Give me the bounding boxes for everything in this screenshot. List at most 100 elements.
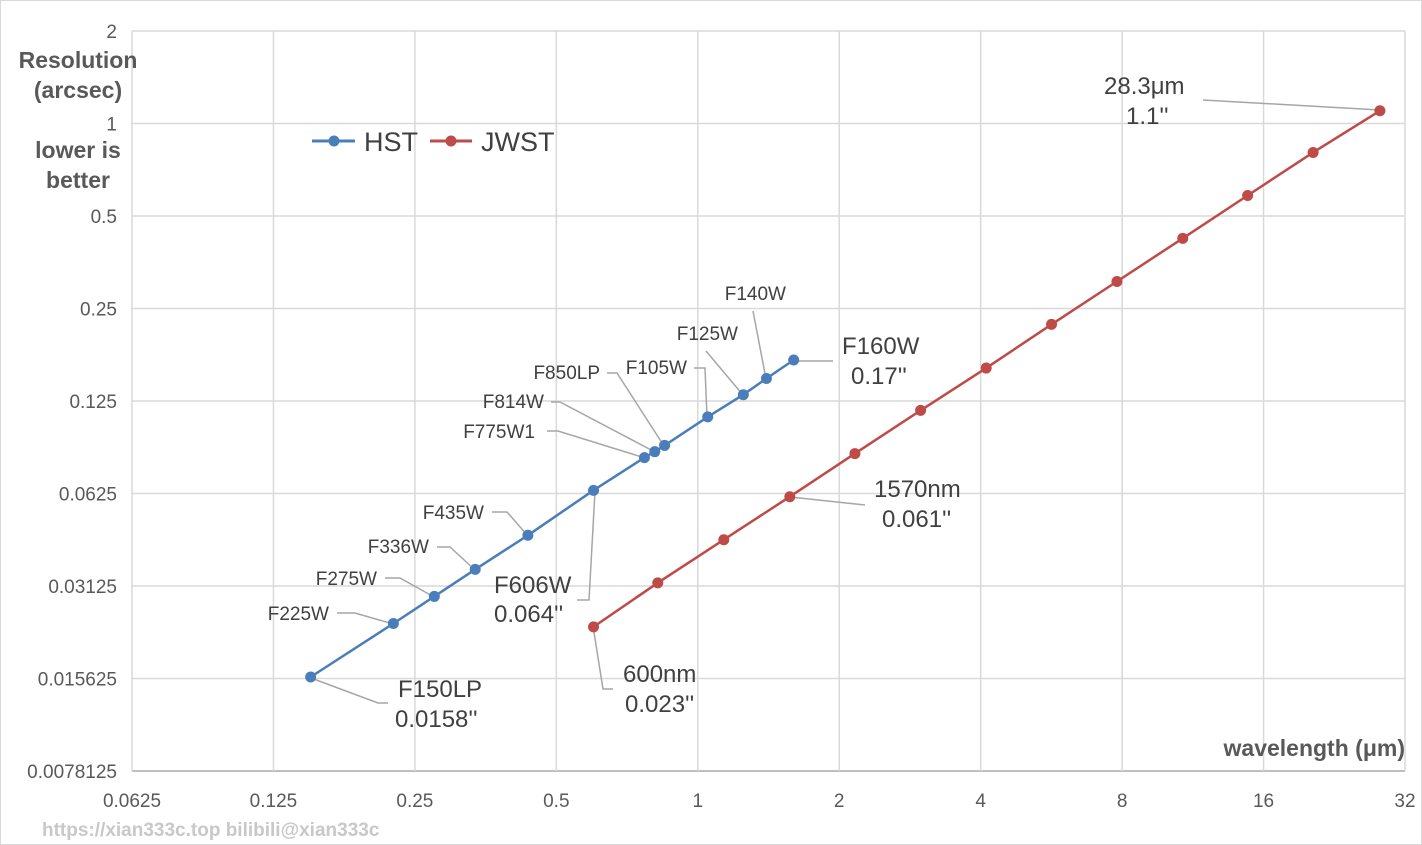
y-axis-note-line1: lower is [35, 137, 121, 163]
data-label: F160W [842, 333, 920, 360]
data-label: 1.1'' [1126, 103, 1169, 130]
data-point-hst[interactable] [387, 617, 399, 629]
data-label: 0.17'' [851, 363, 907, 390]
data-label: F850LP [533, 363, 600, 384]
leader-line [607, 372, 665, 447]
y-tick-label: 1 [106, 115, 117, 136]
x-tick-label: 2 [834, 791, 845, 812]
data-point-jwst[interactable] [849, 448, 861, 460]
legend-item-jwst[interactable]: JWST [430, 127, 555, 157]
x-tick-label: 0.5 [543, 791, 569, 812]
x-tick-label: 16 [1253, 791, 1274, 812]
y-tick-label: 0.5 [91, 207, 117, 228]
watermark: https://xian333c.top bilibili@xian333c [42, 820, 380, 841]
data-point-hst[interactable] [522, 529, 534, 541]
leader-line [385, 577, 435, 598]
data-point-hst[interactable] [659, 439, 671, 451]
data-label: F225W [268, 604, 329, 625]
data-label: F775W1 [463, 422, 535, 443]
data-point-jwst[interactable] [1111, 276, 1123, 288]
data-label: 600nm [623, 661, 696, 688]
x-tick-label: 0.0625 [103, 791, 161, 812]
data-point-hst[interactable] [649, 446, 661, 458]
legend-label-hst: HST [364, 127, 418, 157]
y-tick-label: 0.015625 [38, 670, 117, 691]
leader-line [547, 430, 646, 459]
leader-line [752, 310, 767, 380]
legend-item-hst[interactable]: HST [312, 127, 418, 157]
leader-line [592, 625, 613, 690]
leader-line [705, 350, 744, 396]
gridlines [131, 30, 1406, 772]
data-point-hst[interactable] [638, 452, 650, 464]
leader-line [1202, 99, 1381, 111]
data-point-jwst[interactable] [1046, 318, 1058, 330]
data-point-hst[interactable] [469, 563, 481, 575]
data-point-jwst[interactable] [718, 534, 730, 546]
data-label: F125W [677, 324, 738, 345]
data-point-hst[interactable] [588, 484, 600, 496]
data-label: 0.0158'' [395, 706, 478, 733]
data-point-hst[interactable] [305, 671, 317, 683]
data-point-jwst[interactable] [915, 404, 927, 416]
x-tick-label: 32 [1394, 791, 1415, 812]
data-label: F336W [368, 537, 429, 558]
data-point-hst[interactable] [737, 389, 749, 401]
data-label: F275W [316, 569, 377, 590]
y-axis-title-line1: Resolution [19, 47, 138, 73]
y-tick-label: 0.125 [69, 392, 117, 413]
leader-line [694, 367, 708, 418]
data-point-jwst[interactable] [1177, 232, 1189, 244]
y-tick-label: 0.0078125 [27, 762, 117, 783]
leader-line [577, 490, 596, 601]
data-label: F105W [626, 358, 687, 379]
y-tick-label: 0.0625 [59, 485, 117, 506]
series-group [305, 105, 1386, 683]
y-tick-labels: 2 1 0.5 0.25 0.125 0.0625 0.03125 0.015625 0.007… [27, 22, 117, 783]
data-label: F814W [483, 392, 544, 413]
y-tick-label: 0.25 [80, 300, 117, 321]
data-label: F435W [423, 503, 484, 524]
y-tick-label: 2 [106, 22, 117, 43]
data-point-hst[interactable] [428, 590, 440, 602]
x-tick-labels: 0.0625 0.125 0.25 0.5 1 2 4 8 16 32 [103, 791, 1416, 812]
x-tick-label: 4 [975, 791, 986, 812]
legend-marker-jwst [445, 135, 457, 147]
x-tick-label: 0.25 [396, 791, 433, 812]
data-point-hst[interactable] [702, 411, 714, 423]
data-point-jwst[interactable] [1242, 190, 1254, 202]
data-point-jwst[interactable] [588, 621, 600, 633]
data-label: 28.3μm [1104, 73, 1185, 100]
data-point-jwst[interactable] [980, 362, 992, 374]
data-point-hst[interactable] [788, 354, 800, 366]
legend-marker-hst [328, 135, 340, 147]
label-leader-lines [310, 99, 1381, 704]
data-label: F606W [494, 572, 572, 599]
data-label: F140W [725, 284, 786, 305]
legend: HST JWST [312, 127, 555, 157]
data-labels: F150LP0.0158''F225WF275WF336WF435WF606W0… [268, 73, 1185, 733]
leader-line [437, 546, 476, 571]
x-tick-label: 8 [1117, 791, 1128, 812]
data-point-hst[interactable] [760, 372, 772, 384]
leader-line [337, 612, 394, 625]
data-label: F150LP [398, 676, 482, 703]
data-point-jwst[interactable] [784, 491, 796, 503]
leader-line [492, 511, 529, 537]
data-label: 0.061'' [882, 506, 951, 533]
data-point-jwst[interactable] [1307, 146, 1319, 158]
leader-line [310, 677, 388, 704]
data-label: 1570nm [874, 476, 961, 503]
data-label: 0.064'' [494, 601, 563, 628]
y-axis-note-line2: better [46, 167, 110, 193]
legend-label-jwst: JWST [481, 127, 555, 157]
x-tick-label: 0.125 [250, 791, 298, 812]
x-axis-title: wavelength (μm) [1223, 735, 1405, 761]
data-point-jwst[interactable] [1374, 105, 1386, 117]
data-point-jwst[interactable] [652, 577, 664, 589]
data-label: 0.023'' [625, 691, 694, 718]
leader-line [551, 401, 656, 453]
y-axis-title-line2: (arcsec) [34, 77, 122, 103]
